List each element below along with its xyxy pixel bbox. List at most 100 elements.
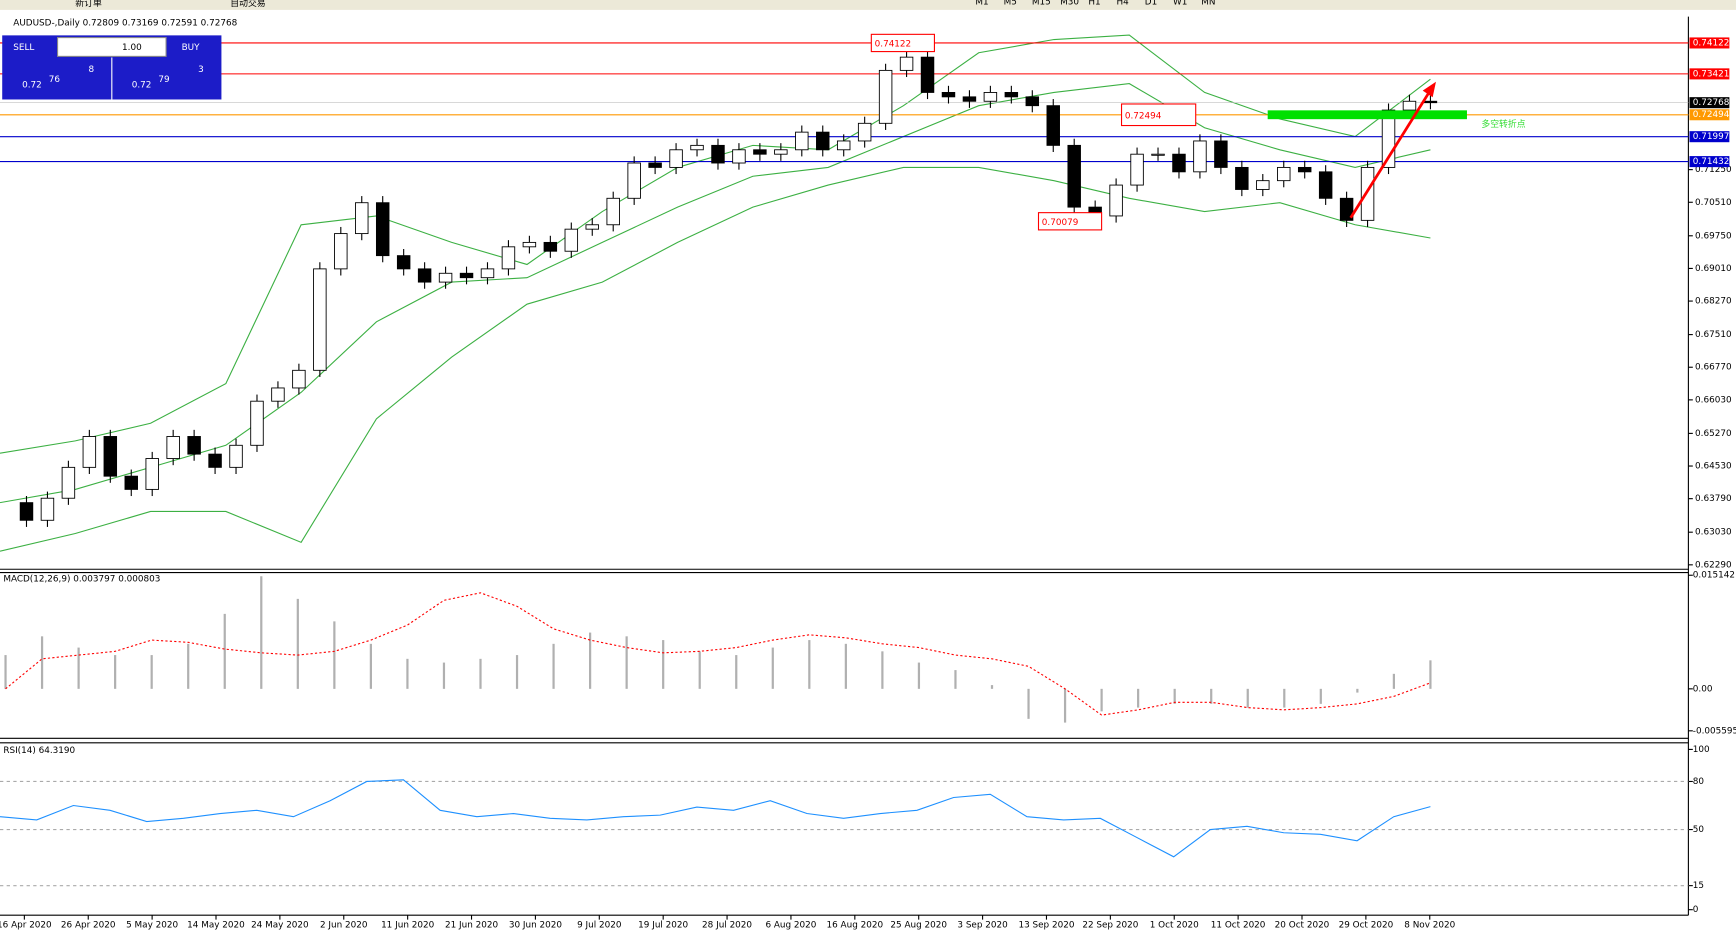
y-tick-label: 0.66770	[1695, 363, 1732, 373]
candle-body	[480, 268, 495, 279]
bollinger-lower	[0, 166, 1431, 552]
candle-body	[1402, 100, 1417, 111]
candle-body	[40, 497, 55, 521]
timeframe-button[interactable]: M5	[1004, 0, 1017, 8]
x-tick-label: 25 Aug 2020	[890, 921, 947, 931]
candle-body	[878, 69, 893, 124]
macd-header: MACD(12,26,9) 0.003797 0.000803	[3, 575, 160, 585]
x-tick-label: 2 Jun 2020	[320, 921, 368, 931]
x-tick-label: 19 Jul 2020	[638, 921, 688, 931]
x-tick-label: 16 Apr 2020	[0, 921, 52, 931]
x-tick-label: 22 Sep 2020	[1082, 921, 1138, 931]
price-annotation: 0.70079	[1042, 218, 1079, 228]
candle-body	[501, 246, 516, 270]
x-tick-label: 13 Sep 2020	[1018, 921, 1074, 931]
candle-body	[983, 92, 998, 102]
toolbar-button[interactable]: 新订单	[75, 0, 102, 9]
candle-body	[836, 140, 851, 151]
y-tick-label: 0.70510	[1695, 198, 1732, 208]
candle-body	[438, 272, 453, 283]
x-tick-label: 16 Aug 2020	[827, 921, 884, 931]
candle-body	[1130, 153, 1144, 186]
y-tick-label: 0.65270	[1695, 429, 1732, 439]
x-tick-label: 1 Oct 2020	[1150, 921, 1199, 931]
rsi-header: RSI(14) 64.3190	[3, 746, 75, 756]
candle-body	[1297, 166, 1312, 173]
level-label: 0.71997	[1693, 132, 1730, 142]
level-label-box	[1689, 131, 1730, 143]
last-price-box	[1689, 97, 1730, 109]
candle-body	[1151, 153, 1165, 156]
rsi-line	[0, 779, 1431, 858]
lots-input[interactable]: 1.00	[122, 43, 142, 53]
timeframe-button[interactable]: W1	[1173, 0, 1187, 8]
x-tick-label: 6 Aug 2020	[765, 921, 816, 931]
candle-body	[1046, 105, 1060, 146]
x-tick-label: 24 May 2020	[251, 921, 309, 931]
candle-body	[1109, 184, 1123, 217]
y-tick-label: 0.67510	[1695, 330, 1732, 340]
candle-body	[711, 144, 725, 164]
candle-body	[795, 131, 809, 151]
level-label: 0.71432	[1693, 157, 1730, 167]
candle-body	[292, 369, 306, 389]
buy-button[interactable]: BUY	[182, 43, 201, 53]
candle-body	[208, 453, 222, 468]
sell-price-big: 76	[49, 75, 61, 85]
lots-box	[57, 37, 167, 57]
y-tick-label: 50	[1693, 825, 1705, 835]
candle-body	[1193, 140, 1207, 173]
toolbar-button[interactable]: 自动交易	[230, 0, 265, 9]
x-tick-label: 20 Oct 2020	[1275, 921, 1330, 931]
sell-price-small: 8	[89, 65, 95, 75]
timeframe-button[interactable]: H1	[1088, 0, 1100, 8]
buy-price-big: 79	[158, 75, 169, 85]
y-tick-label: -0.005595	[1693, 726, 1736, 736]
candle-body	[1025, 96, 1040, 107]
trend-arrow	[1349, 87, 1433, 219]
level-label-box	[1689, 109, 1730, 121]
timeframe-button[interactable]: M15	[1032, 0, 1051, 8]
chart-header: AUDUSD-,Daily 0.72809 0.73169 0.72591 0.…	[13, 19, 237, 29]
candle-body	[417, 268, 432, 283]
candle-body	[1172, 153, 1186, 173]
candle-body	[648, 162, 662, 168]
y-tick-label: 0.66030	[1695, 395, 1732, 405]
candle-body	[1277, 166, 1291, 182]
level-label: 0.74122	[1693, 38, 1730, 48]
sell-button[interactable]: SELL	[13, 43, 34, 53]
timeframe-button[interactable]: M1	[975, 0, 988, 8]
timeframe-button[interactable]: H4	[1117, 0, 1130, 8]
candle-body	[19, 502, 34, 521]
timeframe-button[interactable]: M30	[1060, 0, 1079, 8]
candle-body	[396, 255, 411, 270]
candle-body	[229, 444, 243, 468]
candle-body	[899, 56, 914, 71]
level-label-box	[1689, 68, 1730, 80]
y-tick-label: 0	[1693, 905, 1699, 915]
candle-body	[124, 475, 138, 490]
candle-body	[103, 436, 118, 477]
y-tick-label: 0.015142	[1693, 571, 1735, 581]
candle-body	[857, 122, 872, 142]
chart-window	[0, 9, 1736, 934]
buy-price-small: 3	[198, 65, 204, 75]
candle-body	[627, 162, 641, 199]
candle-body	[564, 228, 579, 252]
x-tick-label: 8 Nov 2020	[1404, 921, 1455, 931]
y-tick-label: 0.68270	[1695, 297, 1732, 307]
candle-body	[606, 197, 620, 226]
candle-body	[82, 436, 97, 468]
candle-body	[669, 149, 683, 168]
level-label-box	[1689, 156, 1730, 168]
level-label-box	[1689, 37, 1730, 49]
x-tick-label: 14 May 2020	[187, 921, 245, 931]
timeframe-button[interactable]: D1	[1145, 0, 1157, 8]
x-tick-label: 30 Jun 2020	[509, 921, 563, 931]
x-tick-label: 29 Oct 2020	[1339, 921, 1394, 931]
candle-body	[585, 224, 599, 230]
y-tick-label: 0.63030	[1695, 528, 1732, 538]
timeframe-button[interactable]: MN	[1201, 0, 1215, 8]
y-tick-label: 0.71250	[1695, 165, 1732, 175]
